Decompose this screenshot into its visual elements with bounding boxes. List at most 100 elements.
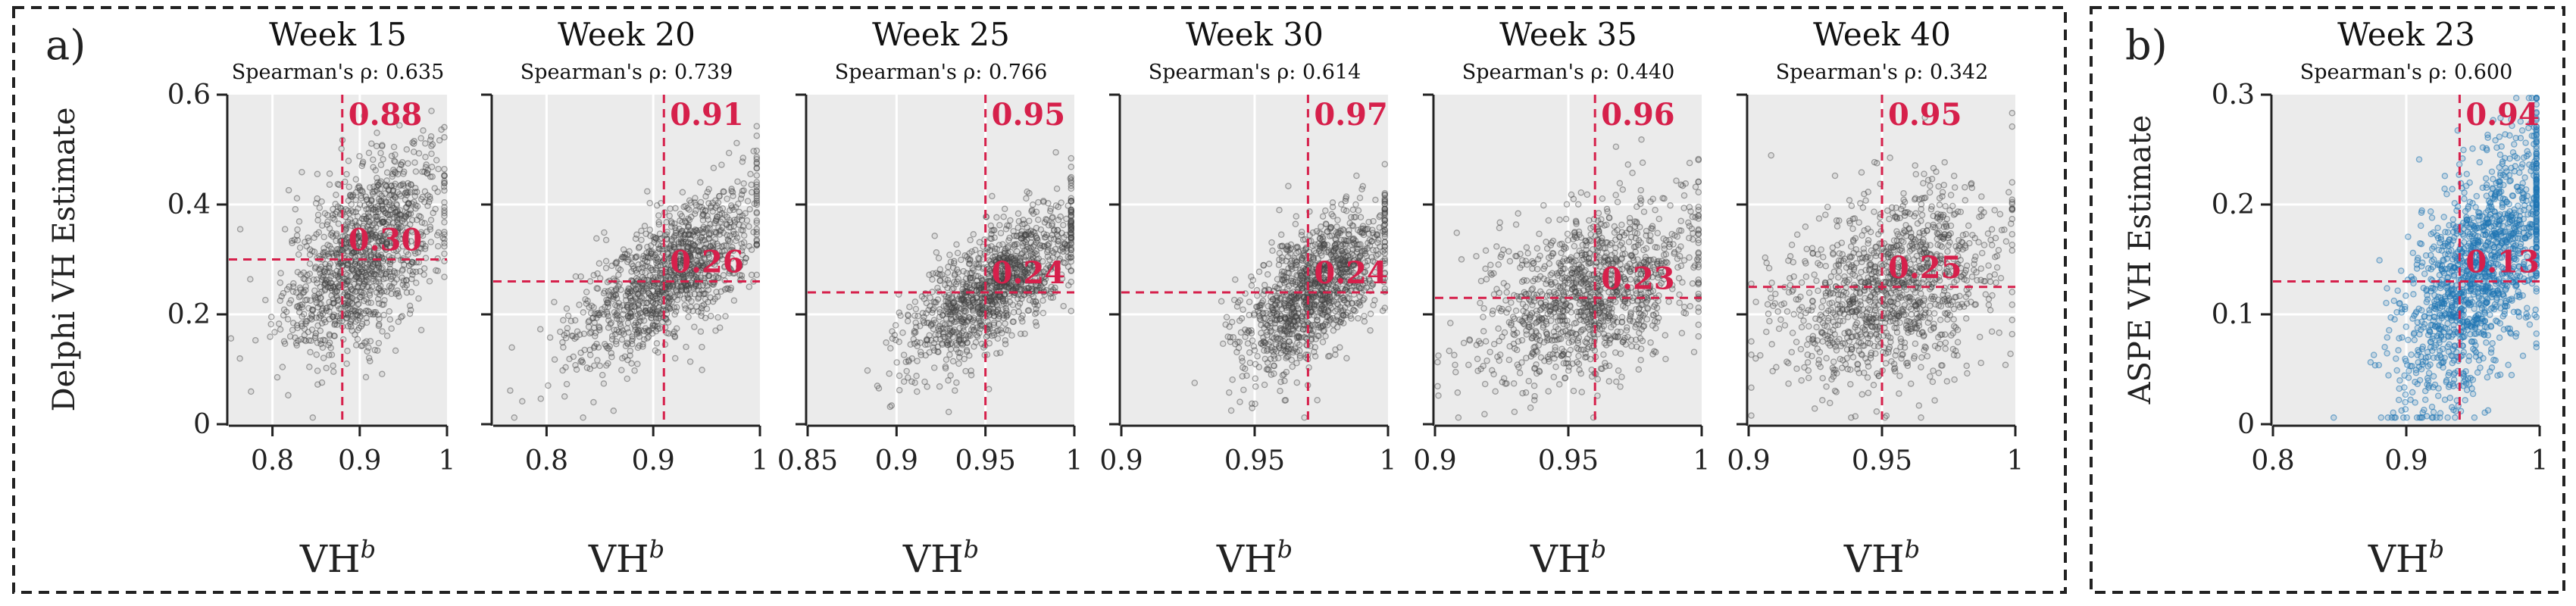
data-point <box>338 145 345 152</box>
data-point <box>943 305 950 312</box>
data-point <box>1332 236 1339 242</box>
data-point <box>1296 341 1303 348</box>
data-point <box>421 245 429 252</box>
data-point <box>1256 315 1264 323</box>
data-point <box>671 355 679 362</box>
data-point <box>1284 247 1291 254</box>
data-point <box>434 242 442 250</box>
data-point <box>687 199 695 206</box>
data-point <box>886 370 893 377</box>
data-point <box>511 414 518 421</box>
data-point <box>733 230 739 238</box>
data-point <box>352 318 359 325</box>
data-point <box>292 339 300 347</box>
data-point <box>330 295 337 303</box>
data-point <box>738 191 746 198</box>
data-point <box>707 230 714 237</box>
data-point <box>1068 267 1075 275</box>
data-point <box>302 286 309 294</box>
data-point <box>1505 248 1512 255</box>
data-point <box>406 302 414 310</box>
data-point <box>936 383 943 390</box>
data-point <box>1277 324 1284 332</box>
data-point <box>326 181 333 188</box>
data-point <box>697 179 704 186</box>
data-point <box>1264 345 1271 353</box>
data-point <box>896 386 903 394</box>
data-point <box>314 381 321 388</box>
data-point <box>685 307 692 314</box>
data-point <box>733 237 739 245</box>
data-point <box>750 148 757 155</box>
data-point <box>333 232 340 239</box>
data-point <box>638 227 645 234</box>
data-point <box>753 208 761 216</box>
y-tick-label: 0.2 <box>167 299 211 330</box>
data-point <box>691 228 698 236</box>
data-point <box>318 198 325 205</box>
data-point <box>913 373 920 380</box>
data-point <box>993 327 1001 335</box>
data-point <box>386 283 393 289</box>
data-point <box>674 283 681 289</box>
data-point <box>1014 248 1021 255</box>
x-tick-label: 1 <box>752 445 769 476</box>
data-point <box>371 346 379 354</box>
data-point <box>996 313 1003 320</box>
data-point <box>380 301 387 308</box>
data-point <box>753 187 761 194</box>
data-point <box>427 226 434 233</box>
data-point <box>551 356 558 363</box>
data-point <box>1053 185 1061 192</box>
data-point <box>704 224 711 232</box>
data-point <box>1352 201 1359 208</box>
data-point <box>294 226 301 233</box>
data-point <box>864 367 871 374</box>
data-point <box>953 379 960 386</box>
data-point <box>969 323 977 331</box>
data-point <box>1270 348 1277 355</box>
data-point <box>403 189 411 196</box>
data-point <box>685 285 692 292</box>
data-point <box>324 211 331 219</box>
data-point <box>638 236 645 243</box>
data-point <box>592 333 599 339</box>
data-point <box>994 335 1002 342</box>
data-point <box>684 223 692 231</box>
data-point <box>348 239 355 246</box>
data-point <box>317 301 325 308</box>
data-point <box>705 286 712 293</box>
data-point <box>405 160 411 167</box>
data-point <box>383 177 390 184</box>
data-point <box>363 276 370 283</box>
data-point <box>330 368 337 375</box>
data-point <box>1319 339 1327 345</box>
data-point <box>1265 366 1271 373</box>
data-point <box>315 229 323 236</box>
x-axis-label: VHb <box>902 535 979 581</box>
data-point <box>1015 308 1022 315</box>
data-point <box>753 201 761 208</box>
data-point <box>744 198 752 205</box>
data-point <box>1258 299 1265 306</box>
data-point <box>725 149 733 157</box>
data-point <box>441 134 448 141</box>
data-point <box>715 224 722 231</box>
data-point <box>359 158 367 165</box>
data-point <box>1046 240 1052 248</box>
data-point <box>417 214 424 220</box>
data-point <box>589 314 596 321</box>
data-point <box>372 204 379 211</box>
data-point <box>1274 276 1281 283</box>
data-point <box>644 310 651 317</box>
data-point <box>330 314 336 320</box>
hline-value-label: 0.30 <box>349 223 422 258</box>
data-point <box>286 283 292 290</box>
data-point <box>1018 315 1025 322</box>
data-point <box>907 341 914 348</box>
data-point <box>355 280 362 286</box>
data-point <box>325 253 333 260</box>
data-point <box>295 218 303 225</box>
data-point <box>560 344 567 351</box>
